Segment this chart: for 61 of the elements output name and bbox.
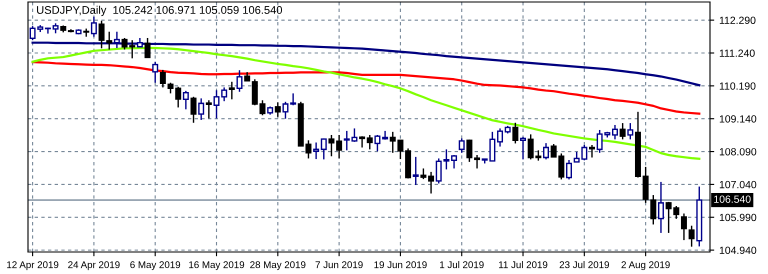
candlestick: [566, 159, 572, 180]
candlestick: [596, 129, 603, 154]
x-tick-label: 11 Jul 2019: [498, 261, 548, 268]
candlestick: [198, 98, 204, 121]
x-tick-label: 24 Apr 2019: [68, 261, 120, 270]
y-tick-label: 105.990: [720, 214, 756, 222]
candlestick: [206, 100, 212, 120]
candlestick: [320, 138, 327, 160]
candlestick: [244, 71, 250, 82]
candlestick: [581, 144, 588, 162]
candlestick: [313, 142, 320, 160]
x-tick-label: 23 Jul 2019: [560, 261, 610, 268]
candlestick: [558, 152, 564, 180]
candlestick: [520, 136, 526, 160]
candlestick: [588, 144, 595, 158]
y-tick-label: 111.240: [720, 50, 755, 57]
candlestick: [228, 81, 235, 100]
candlestick: [650, 194, 656, 226]
candlestick: [366, 134, 373, 150]
y-tick-label: 110.190: [720, 82, 756, 90]
candlestick: [574, 151, 580, 163]
candlestick: [680, 212, 687, 241]
candlestick: [359, 136, 366, 148]
candlestick: [182, 90, 189, 110]
x-tick-label: 2 Aug 2019: [622, 261, 670, 270]
y-tick-label: 108.090: [720, 148, 756, 156]
candlestick: [512, 122, 518, 144]
candlestick: [550, 143, 557, 158]
candlestick: [458, 138, 465, 154]
x-tick-label: 16 May 2019: [189, 261, 244, 270]
x-tick-label: 28 May 2019: [250, 261, 306, 270]
candlestick: [543, 142, 550, 160]
candlestick: [627, 122, 634, 140]
chart-title: USDJPY,Daily 105.242 106.971 105.059 106.540: [37, 6, 282, 16]
ref-line-label: 106.540: [714, 195, 751, 203]
candlestick: [236, 70, 242, 92]
candlestick: [528, 134, 534, 160]
candlestick: [412, 156, 419, 186]
candlestick: [535, 150, 542, 162]
x-tick-label: 19 Jun 2019: [374, 261, 427, 268]
y-tick-label: 107.040: [720, 180, 756, 188]
x-tick-label: 12 Apr 2019: [7, 261, 58, 270]
candlestick: [436, 158, 442, 184]
candlestick: [190, 96, 197, 124]
candlestick: [274, 102, 281, 118]
candlestick: [620, 122, 626, 140]
candlestick: [688, 225, 695, 248]
y-tick-label: 104.940: [720, 246, 756, 254]
candlestick: [390, 131, 396, 154]
candlestick: [673, 205, 680, 220]
x-tick-label: 7 Jun 2019: [316, 261, 363, 268]
x-tick-label: 6 May 2019: [130, 261, 180, 270]
y-tick-label: 109.140: [720, 115, 756, 123]
candlestick: [658, 181, 664, 234]
x-tick-label: 1 Jul 2019: [440, 261, 484, 268]
candlestick: [666, 201, 672, 234]
candlestick: [144, 37, 151, 58]
line-series: [31, 60, 700, 115]
y-tick-label: 112.290: [720, 16, 756, 24]
candlestick: [152, 61, 158, 84]
candlestick: [90, 16, 97, 38]
